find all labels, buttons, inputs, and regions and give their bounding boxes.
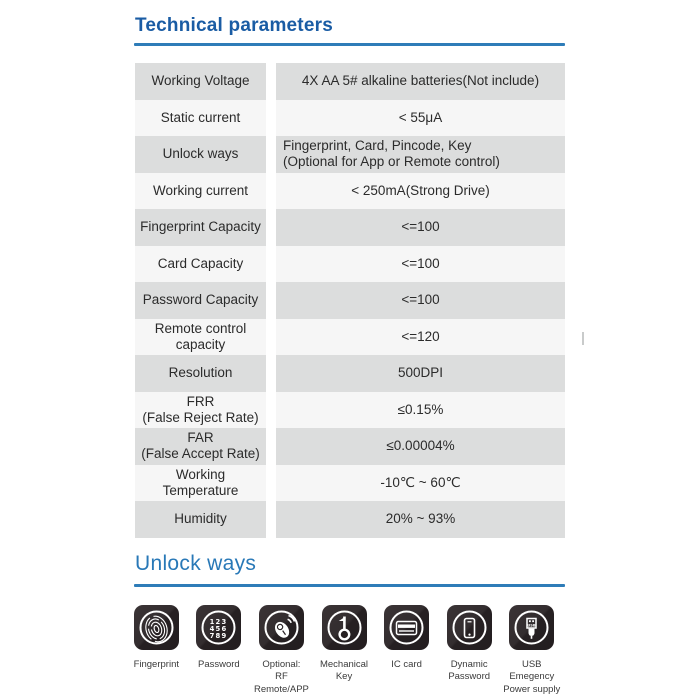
param-label-cell: Humidity: [135, 501, 266, 538]
smartphone-icon: [446, 605, 492, 650]
title-underline: [134, 584, 565, 587]
unlock-way-label: Password: [198, 659, 240, 670]
param-label-cell: FRR (False Reject Rate): [135, 391, 266, 428]
param-value-cell: 500DPI: [276, 355, 565, 392]
param-value-cell: ≤0.00004%: [276, 428, 565, 465]
title-underline: [134, 43, 565, 46]
unlock-way-label: Dynamic Password: [448, 659, 491, 683]
param-value-cell: 4X AA 5# alkaline batteries(Not include): [276, 63, 565, 100]
unlock-way-label: USB Emegency Power supply: [503, 659, 561, 695]
unlock-way-item: Fingerprint: [125, 605, 188, 696]
svg-text:123: 123: [210, 618, 228, 626]
keypad-digits-icon: 123 456 789: [196, 605, 242, 650]
unlock-ways-icon-row: Fingerprint 123 456 789 Password: [125, 605, 563, 696]
unlock-way-item: Optional: RF Remote/APP: [250, 605, 313, 696]
unlock-way-item: Mechanical Key: [313, 605, 376, 696]
svg-text:USB: USB: [528, 624, 537, 628]
svg-text:789: 789: [210, 632, 228, 640]
unlock-way-item: 123 456 789 Password: [188, 605, 251, 696]
param-value-cell: 20% ~ 93%: [276, 501, 565, 538]
param-label-cell: Working current: [135, 172, 266, 209]
param-value-cell: <=100: [276, 209, 565, 246]
param-label-cell: Card Capacity: [135, 245, 266, 282]
param-value-cell: < 55μA: [276, 99, 565, 136]
param-label-cell: Fingerprint Capacity: [135, 209, 266, 246]
param-label-cell: Unlock ways: [135, 136, 266, 173]
param-value-cell: -10℃ ~ 60℃: [276, 464, 565, 501]
unlock-way-label: Mechanical Key: [319, 659, 369, 683]
unlock-way-item: Dynamic Password: [438, 605, 501, 696]
param-value-cell: ≤0.15%: [276, 391, 565, 428]
param-label-cell: Resolution: [135, 355, 266, 392]
ic-card-icon: [384, 605, 430, 650]
param-value-cell: Fingerprint, Card, Pincode, Key (Optiona…: [276, 136, 565, 173]
param-label-cell: Working Temperature: [135, 464, 266, 501]
param-value-cell: <=100: [276, 245, 565, 282]
param-label-cell: Static current: [135, 99, 266, 136]
unlock-way-label: IC card: [391, 659, 422, 670]
scrollbar-fragment: [582, 332, 584, 345]
fingerprint-icon: [133, 605, 179, 650]
tech-parameters-title: Technical parameters: [135, 15, 333, 36]
svg-text:456: 456: [210, 625, 228, 633]
param-value-cell: <=120: [276, 318, 565, 355]
param-value-cell: < 250mA(Strong Drive): [276, 172, 565, 209]
param-label-cell: Working Voltage: [135, 63, 266, 100]
param-label-cell: Password Capacity: [135, 282, 266, 319]
unlock-way-label: Fingerprint: [133, 659, 179, 670]
unlock-way-item: USB USB Emegency Power supply: [500, 605, 563, 696]
unlock-ways-title: Unlock ways: [135, 552, 257, 575]
unlock-way-label: Optional: RF Remote/APP: [253, 659, 309, 695]
parameters-table: Working Voltage 4X AA 5# alkaline batter…: [135, 63, 565, 538]
param-value-cell: <=100: [276, 282, 565, 319]
mechanical-key-icon: [321, 605, 367, 650]
usb-plug-icon: USB: [509, 605, 555, 650]
unlock-way-item: IC card: [375, 605, 438, 696]
rf-remote-icon: [258, 605, 304, 650]
param-label-cell: FAR (False Accept Rate): [135, 428, 266, 465]
param-label-cell: Remote control capacity: [135, 318, 266, 355]
